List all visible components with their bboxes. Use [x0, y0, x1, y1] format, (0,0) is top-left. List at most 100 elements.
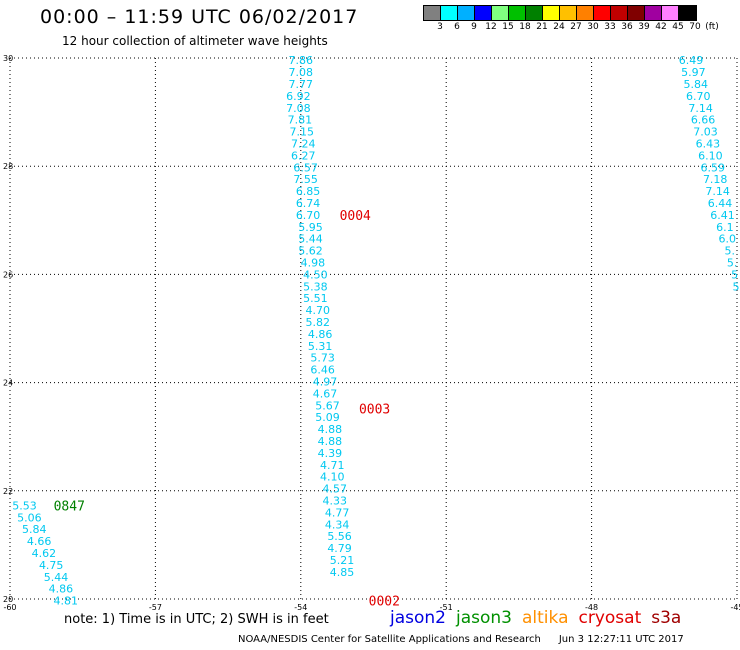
- generation-timestamp: Jun 3 12:27:11 UTC 2017: [558, 634, 684, 645]
- wave-height-value: 7.08: [289, 66, 314, 79]
- colorbar-label: 3: [437, 22, 443, 32]
- wave-height-value: 4.98: [301, 256, 326, 269]
- wave-height-value: 4.88: [318, 435, 343, 448]
- colorbar-swatch: [543, 6, 560, 20]
- wave-height-value: 6.27: [291, 149, 316, 162]
- pass-time-label: 0847: [54, 499, 85, 514]
- colorbar-label: 36: [621, 22, 633, 32]
- wave-height-value: 5.95: [298, 221, 323, 234]
- colorbar-swatch: [492, 6, 509, 20]
- colorbar-swatch: [424, 6, 441, 20]
- legend-cryosat: cryosat: [578, 608, 642, 628]
- wave-height-value: 4.75: [39, 559, 64, 572]
- legend-s3a: s3a: [651, 608, 682, 628]
- wave-height-value: 7.14: [705, 185, 730, 198]
- wave-height-value: 7.77: [289, 78, 314, 91]
- wave-height-value: 7.15: [290, 126, 315, 139]
- lon-tick-label: -45: [730, 603, 740, 612]
- lat-tick-label: 28: [3, 162, 13, 171]
- wave-height-value: 4.50: [303, 268, 328, 281]
- wave-height-value: 7.86: [289, 54, 314, 67]
- wave-height-value: 5.62: [298, 245, 323, 258]
- axis-ticks: 20 22 24 26 28 30 -60 -57 -54 -51 -48 -45: [3, 54, 740, 612]
- wave-height-value: 5.: [727, 256, 738, 269]
- lon-tick-label: -51: [440, 603, 453, 612]
- wave-height-value: 4.71: [320, 459, 345, 472]
- wave-height-value: 6.1: [716, 221, 734, 234]
- wave-height-value: 5.21: [330, 554, 355, 567]
- wave-height-colorbar: [423, 5, 697, 21]
- lat-tick-label: 24: [3, 379, 13, 388]
- wave-height-value: 4.67: [313, 387, 338, 400]
- colorbar-label: 9: [471, 22, 477, 32]
- wave-height-value: 5.84: [684, 78, 709, 91]
- wave-height-value: 6.59: [701, 161, 726, 174]
- wave-height-value: 4.85: [330, 566, 355, 579]
- colorbar-swatch: [441, 6, 458, 20]
- wave-height-value: 7.03: [693, 126, 718, 139]
- wave-height-value: 7.55: [293, 173, 318, 186]
- wave-height-value: 6.0: [719, 233, 737, 246]
- wave-height-value: 5.51: [303, 292, 328, 305]
- colorbar-label: 30: [587, 22, 599, 32]
- colorbar-label: 15: [502, 22, 514, 32]
- colorbar-label: 6: [454, 22, 460, 32]
- wave-height-value: 5.97: [681, 66, 706, 79]
- wave-height-value: 4.97: [313, 376, 338, 389]
- wave-height-value: 5.73: [310, 352, 335, 365]
- wave-height-value: 4.81: [53, 595, 78, 608]
- wave-height-value: 6.46: [310, 364, 335, 377]
- wave-height-value: 5.53: [12, 499, 37, 512]
- wave-height-value: 4.77: [325, 506, 350, 519]
- wave-height-value: 6.85: [296, 185, 321, 198]
- colorbar-label: 45: [672, 22, 684, 32]
- wave-height-value: 6.92: [286, 90, 311, 103]
- wave-height-value: 6.49: [679, 54, 704, 67]
- wave-height-value: 4.70: [306, 304, 331, 317]
- map-grid: [9, 57, 738, 600]
- wave-height-value: 5.38: [303, 280, 328, 293]
- colorbar-swatch: [628, 6, 645, 20]
- pass-time-labels: 0004 0003 0002 0847: [54, 209, 400, 610]
- wave-height-value: 5.44: [44, 571, 69, 584]
- colorbar-label: 21: [536, 22, 548, 32]
- wave-height-value: 5.31: [308, 340, 333, 353]
- wave-height-value: 4.10: [320, 471, 345, 484]
- wave-height-value: 7.14: [688, 102, 713, 115]
- wave-height-value: 6.74: [296, 197, 321, 210]
- wave-height-value: 6.66: [691, 114, 716, 127]
- wave-height-value: 4.79: [327, 542, 352, 555]
- lat-tick-label: 30: [3, 54, 13, 63]
- colorbar-swatch: [662, 6, 679, 20]
- lon-tick-label: -57: [149, 603, 162, 612]
- wave-height-value: 5.06: [17, 511, 42, 524]
- colorbar-swatch: [577, 6, 594, 20]
- wave-height-value: 5.56: [327, 530, 352, 543]
- lon-tick-label: -60: [3, 603, 16, 612]
- colorbar-swatch: [594, 6, 611, 20]
- wave-height-value: 4.86: [49, 583, 74, 596]
- lon-tick-label: -54: [294, 603, 307, 612]
- wave-height-value: 6.43: [696, 137, 721, 150]
- legend-jason2: jason2: [390, 608, 446, 628]
- colorbar-swatch: [475, 6, 492, 20]
- credit-text: NOAA/NESDIS Center for Satellite Applica…: [238, 634, 541, 645]
- wave-height-value: 5.67: [315, 399, 340, 412]
- colorbar-label: 24: [553, 22, 565, 32]
- wave-height-value: 4.34: [325, 518, 350, 531]
- colorbar-label: 39: [638, 22, 650, 32]
- wave-height-value: 7.81: [288, 114, 313, 127]
- lat-tick-label: 26: [3, 270, 13, 279]
- colorbar-label: 12: [485, 22, 497, 32]
- wave-height-value: 7.08: [286, 102, 311, 115]
- wave-height-value: 6.10: [698, 149, 723, 162]
- page-subtitle: 12 hour collection of altimeter wave hei…: [62, 34, 328, 48]
- wave-height-value: 5.09: [315, 411, 340, 424]
- mission-legend: jason2 jason3 altika cryosat s3a: [390, 608, 691, 628]
- footnote: note: 1) Time is in UTC; 2) SWH is in fe…: [64, 612, 329, 627]
- wave-height-value: 4.66: [27, 535, 52, 548]
- colorbar-swatch: [645, 6, 662, 20]
- pass-time-label: 0003: [359, 403, 390, 418]
- colorbar-label: 33: [604, 22, 616, 32]
- wave-height-value: 5: [731, 268, 738, 281]
